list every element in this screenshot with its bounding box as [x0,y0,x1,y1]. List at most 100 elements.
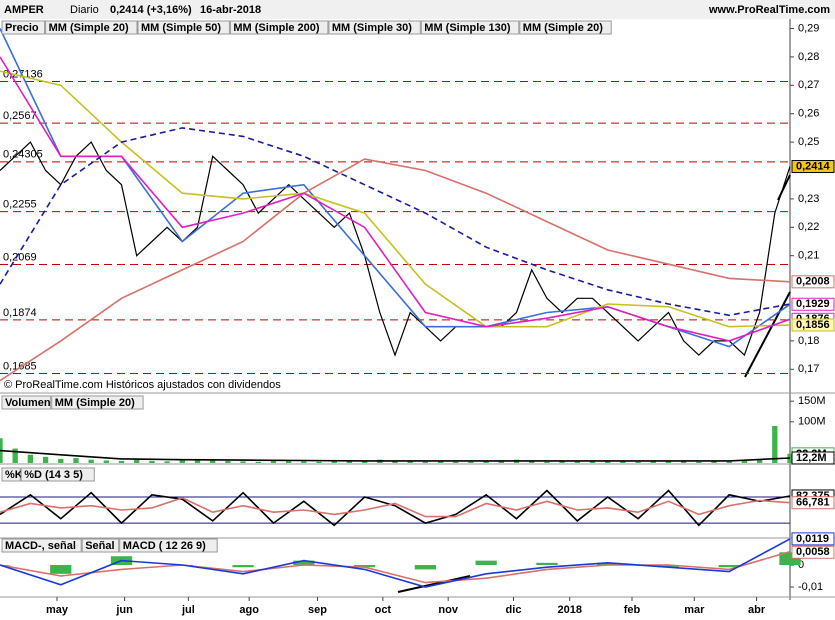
legend-entry: MM (Simple 30) [332,22,412,34]
legend-entry: %K [5,469,23,481]
bar [589,460,596,463]
bar [696,461,702,463]
y-tick-label: 0,25 [798,136,819,148]
value-tag-label: 0,1929 [796,298,830,310]
legend-box [51,395,144,410]
legend-box [519,20,612,35]
value-tag [791,496,835,510]
value-tag [791,275,835,289]
x-tick-label: mar [684,604,705,616]
ticker: AMPER [4,4,44,16]
series-line [0,141,791,357]
y-tick-label: 0,26 [798,108,819,120]
series-line [0,56,791,342]
value-tag [791,545,835,559]
x-tick-label: oct [375,604,392,616]
bar [414,565,437,570]
bar [346,461,353,463]
x-tick-label: nov [438,604,458,616]
bar [12,448,18,463]
legend-entry: MACD ( 12 26 9) [123,540,206,552]
series-line [0,127,791,317]
legend-entry: MM (Simple 50) [141,22,221,34]
value-tag-label: 0,0058 [796,546,830,558]
bar [270,460,277,463]
bar [225,460,231,463]
series-line [0,497,791,518]
bar [544,461,550,463]
bar [536,562,558,566]
series-line [0,489,791,527]
bar [50,565,72,574]
trend-line [397,575,471,593]
level-label: 0,2069 [3,251,37,263]
y-tick-label: 0,18 [798,335,819,347]
bar [164,461,170,463]
footnote: © ProRealTime.com Históricos ajustados c… [4,379,281,391]
y-tick-label: 0 [798,559,804,571]
legend-entry: MM (Simple 20) [49,22,129,34]
bar [103,460,110,463]
legend-entry: Precio [5,22,39,34]
y-tick-label: 0,17 [798,363,819,375]
bar [741,460,748,463]
bar [529,461,535,463]
period: Diario [70,4,99,16]
bar [392,460,398,463]
bar [149,460,155,463]
legend-box [137,20,230,35]
x-tick-label: jun [115,604,133,616]
legend-box [20,467,95,482]
bar [726,461,732,463]
legend-box [1,20,46,35]
y-tick-label: 0,29 [798,22,819,34]
x-tick-label: sep [308,604,327,616]
y-tick-label: 0,21 [798,250,819,262]
bar [711,461,717,463]
value-tag-label: 0,2414 [796,160,831,172]
y-tick-label: 100M [798,416,826,428]
bar [559,460,565,463]
bar [756,459,763,463]
legend-entry: MM (Simple 20) [523,22,603,34]
legend-box [119,538,218,553]
legend-box [1,538,82,553]
x-tick-label: feb [624,604,641,616]
value-tag-label: 66,781 [796,497,830,509]
trend-line [744,291,791,378]
bar [240,461,246,463]
bar [118,460,125,463]
x-tick-label: jul [181,604,195,616]
bar [597,562,619,566]
bar [407,461,413,463]
series-line [0,538,791,588]
legend-box [420,20,520,35]
x-tick-label: 2018 [557,604,581,616]
bar [475,560,497,566]
value-tag-label: 0,1856 [796,319,830,331]
bar [574,461,580,463]
legend-entry: MM (Simple 20) [55,397,135,409]
site: www.ProRealTime.com [708,4,830,16]
bar [718,565,740,568]
bar [483,461,489,463]
legend-box [328,20,421,35]
header-bar [0,0,835,19]
value-tag [791,297,835,311]
y-tick-label: -0,01 [798,581,823,593]
bar [27,454,34,463]
bar [422,461,429,463]
x-tick-label: dic [506,604,522,616]
y-tick-label: 150M [798,395,826,407]
bar [605,460,611,463]
value-tag-label: 0,0119 [796,533,829,545]
legend-box [229,20,329,35]
legend-entry: Volumen [5,397,51,409]
bar [179,460,185,463]
bar [657,565,680,568]
date: 16-abr-2018 [200,4,261,16]
legend-entry: MM (Simple 130) [424,22,511,34]
x-tick-label: may [46,604,69,616]
